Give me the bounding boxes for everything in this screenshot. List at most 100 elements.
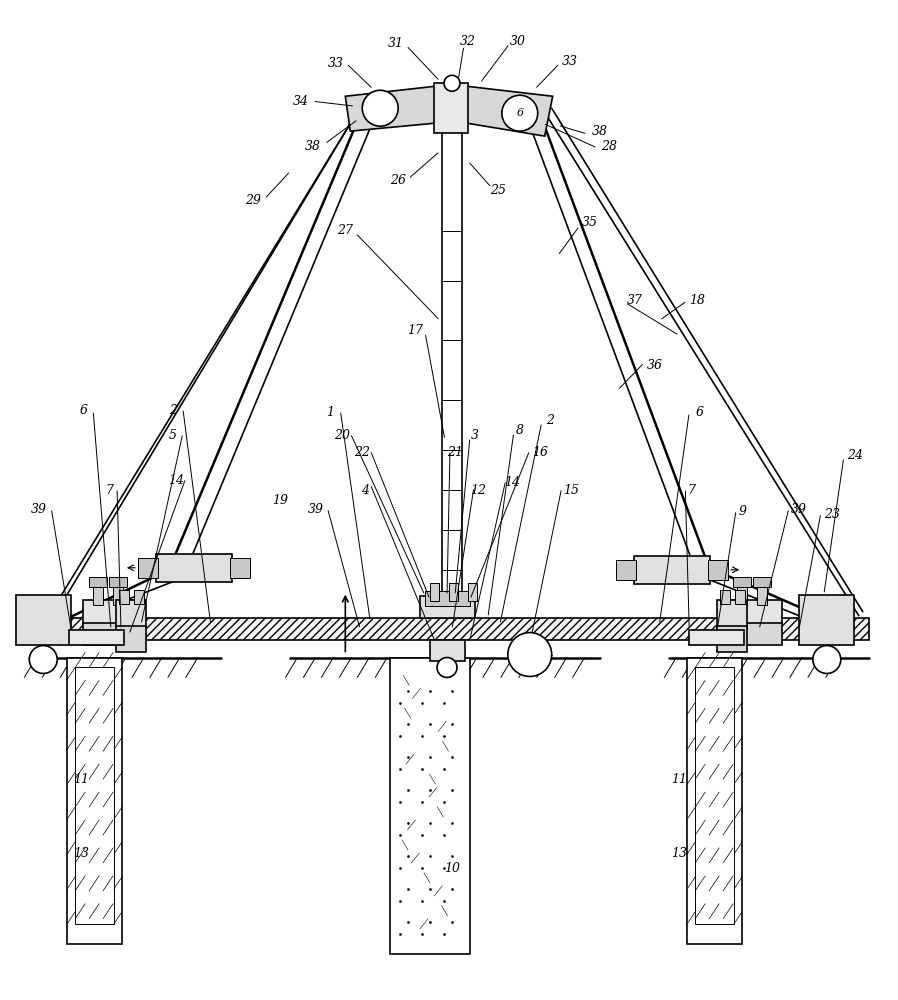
Text: 7: 7 (687, 484, 695, 497)
Text: 25: 25 (489, 184, 506, 197)
Text: 4: 4 (361, 484, 369, 497)
Text: 5: 5 (169, 429, 177, 442)
Text: 33: 33 (328, 57, 343, 70)
Text: 7: 7 (105, 484, 113, 497)
Bar (67, 658, 122, 944)
Text: 33: 33 (561, 55, 577, 68)
Circle shape (813, 646, 841, 673)
Text: 18: 18 (690, 294, 705, 307)
Circle shape (30, 646, 57, 673)
Bar (113, 585, 123, 605)
Polygon shape (346, 86, 435, 131)
Text: 36: 36 (647, 359, 663, 372)
Bar (737, 585, 747, 605)
Bar (727, 600, 782, 625)
Bar (69, 630, 124, 645)
Bar (93, 585, 103, 605)
Text: 11: 11 (73, 773, 89, 786)
Bar (84, 600, 138, 625)
Text: 16: 16 (532, 446, 548, 459)
Text: 19: 19 (272, 494, 288, 507)
Text: 23: 23 (823, 508, 840, 521)
Circle shape (437, 658, 457, 677)
Circle shape (362, 90, 398, 126)
Text: 39: 39 (31, 503, 48, 516)
Text: 38: 38 (592, 125, 608, 138)
Bar (687, 658, 742, 944)
Text: 17: 17 (407, 324, 423, 337)
Bar (434, 83, 468, 133)
Text: 26: 26 (390, 174, 406, 187)
Bar (735, 590, 745, 604)
Text: 31: 31 (388, 37, 404, 50)
Bar (391, 658, 470, 954)
Bar (757, 585, 767, 605)
Text: 9: 9 (738, 505, 746, 518)
Text: 32: 32 (460, 35, 476, 48)
Text: 39: 39 (307, 503, 323, 516)
Text: 2: 2 (546, 414, 554, 427)
Bar (449, 583, 458, 601)
Bar (617, 560, 637, 580)
Bar (727, 623, 782, 645)
Text: 37: 37 (627, 294, 642, 307)
Bar (753, 577, 771, 587)
Text: 35: 35 (582, 216, 597, 229)
Bar (690, 630, 744, 645)
Bar (119, 590, 129, 604)
Text: 29: 29 (244, 194, 260, 207)
Text: 30: 30 (510, 35, 526, 48)
Text: 24: 24 (847, 449, 863, 462)
Circle shape (444, 75, 460, 91)
Bar (84, 623, 138, 645)
Text: 22: 22 (355, 446, 370, 459)
Text: 20: 20 (334, 429, 350, 442)
Text: 10: 10 (444, 862, 460, 875)
Text: 14: 14 (504, 476, 520, 489)
Text: 28: 28 (602, 140, 618, 153)
Text: 6: 6 (516, 108, 524, 118)
Bar (425, 591, 470, 606)
Bar (799, 595, 854, 645)
Text: 3: 3 (471, 429, 479, 442)
Bar (420, 596, 475, 618)
Text: 1: 1 (326, 406, 334, 419)
Bar (116, 600, 146, 628)
Bar (89, 577, 107, 587)
Circle shape (507, 633, 551, 676)
Bar (430, 583, 439, 601)
Text: 39: 39 (791, 503, 807, 516)
Circle shape (502, 95, 538, 131)
Text: 12: 12 (470, 484, 486, 497)
Bar (718, 626, 747, 652)
Text: 14: 14 (168, 474, 184, 487)
Bar (16, 595, 71, 645)
Bar (156, 554, 232, 582)
Bar (634, 556, 710, 584)
Polygon shape (467, 86, 552, 136)
Bar (720, 590, 730, 604)
Bar (709, 560, 728, 580)
Bar (430, 640, 465, 661)
Bar (75, 667, 114, 924)
Bar (695, 667, 735, 924)
Text: 6: 6 (695, 406, 703, 419)
Text: 34: 34 (293, 95, 308, 108)
Text: 13: 13 (73, 847, 89, 860)
Bar (230, 558, 250, 578)
Bar (733, 577, 751, 587)
Text: 15: 15 (564, 484, 579, 497)
Text: 13: 13 (672, 847, 687, 860)
Bar (30, 618, 868, 640)
Text: 38: 38 (304, 140, 321, 153)
Bar (134, 590, 144, 604)
Text: 11: 11 (672, 773, 687, 786)
Text: 21: 21 (447, 446, 463, 459)
Bar (468, 583, 477, 601)
Text: 6: 6 (79, 404, 87, 417)
Bar (718, 600, 747, 628)
Bar (116, 626, 146, 652)
Text: 2: 2 (169, 404, 177, 417)
Bar (109, 577, 127, 587)
Bar (138, 558, 158, 578)
